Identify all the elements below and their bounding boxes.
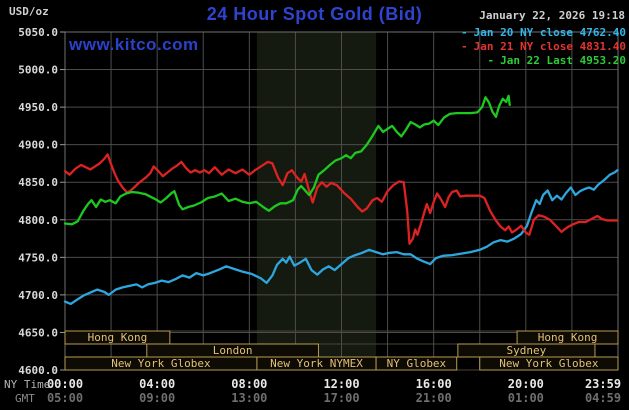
y-axis-tick-label: 5000.0 bbox=[18, 64, 58, 77]
x-axis-gmt-tick-label: 09:00 bbox=[139, 391, 175, 405]
price-line-jan-22 bbox=[63, 94, 511, 226]
legend-item-jan20: - Jan 20 NY close 4762.40 bbox=[461, 26, 626, 40]
y-axis-tick-label: 4950.0 bbox=[18, 101, 58, 114]
y-axis-tick-label: 4650.0 bbox=[18, 326, 58, 339]
session-bar-label: New York NYMEX bbox=[270, 357, 363, 370]
legend-label: Jan 20 NY close 4762.40 bbox=[473, 26, 626, 39]
y-axis-tick-label: 4800.0 bbox=[18, 214, 58, 227]
x-axis-gmt-tick-label: 13:00 bbox=[231, 391, 267, 405]
y-axis-tick-label: 4850.0 bbox=[18, 176, 58, 189]
price-line-jan-21 bbox=[63, 153, 619, 245]
x-axis-ny-time-tick-label: 16:00 bbox=[416, 377, 452, 391]
session-bar-label: New York Globex bbox=[111, 357, 211, 370]
legend-dash-icon: - bbox=[487, 54, 495, 67]
legend-item-jan22: - Jan 22 Last 4953.20 bbox=[488, 54, 626, 68]
legend-label: Jan 22 Last 4953.20 bbox=[500, 54, 626, 67]
y-axis-units-label: USD/oz bbox=[9, 5, 49, 18]
session-bar-label: NY Globex bbox=[387, 357, 447, 370]
nymex-session-shaded-band bbox=[256, 32, 377, 370]
session-bar-hong-kong bbox=[64, 330, 171, 345]
session-bar-new-york-globex bbox=[479, 356, 619, 371]
y-axis-tick-label: 4700.0 bbox=[18, 289, 58, 302]
y-axis-tick-label: 5050.0 bbox=[18, 26, 58, 39]
price-line-jan-20 bbox=[63, 169, 619, 306]
chart-title: 24 Hour Spot Gold (Bid) bbox=[206, 4, 423, 24]
x-axis-ny-time-label: NY Time bbox=[4, 378, 51, 391]
x-axis-gmt-tick-label: 21:00 bbox=[416, 391, 452, 405]
y-axis-tick-label: 4600.0 bbox=[18, 364, 58, 377]
x-axis-gmt-tick-label: 01:00 bbox=[508, 391, 544, 405]
x-axis-ny-time-tick-label: 04:00 bbox=[139, 377, 175, 391]
x-axis-ny-time-tick-label: 00:00 bbox=[47, 377, 83, 391]
legend-label: Jan 21 NY close 4831.40 bbox=[473, 40, 626, 53]
y-axis-tick-label: 4900.0 bbox=[18, 139, 58, 152]
legend-dash-icon: - bbox=[461, 26, 468, 39]
x-axis-ny-time-tick-label: 23:59 bbox=[585, 377, 621, 391]
x-axis-gmt-tick-label: 17:00 bbox=[323, 391, 359, 405]
session-bar-label: Sydney bbox=[507, 344, 547, 357]
x-axis-gmt-tick-label: 04:59 bbox=[585, 391, 621, 405]
session-bar-ny-globex bbox=[375, 356, 458, 371]
legend-item-jan21: - Jan 21 NY close 4831.40 bbox=[461, 40, 626, 54]
x-axis-ny-time-tick-label: 12:00 bbox=[323, 377, 359, 391]
session-bar-label: Hong Kong bbox=[538, 331, 598, 344]
y-axis-tick-label: 4750.0 bbox=[18, 251, 58, 264]
legend: - Jan 20 NY close 4762.40 - Jan 21 NY clos… bbox=[461, 26, 626, 68]
x-axis-ny-time-tick-label: 08:00 bbox=[231, 377, 267, 391]
x-axis-ny-time-tick-label: 20:00 bbox=[508, 377, 544, 391]
session-bar-label: Hong Kong bbox=[88, 331, 148, 344]
chart-datetime: January 22, 2026 19:18 bbox=[479, 9, 625, 22]
session-bar-label: New York Globex bbox=[499, 357, 599, 370]
x-axis-gmt-label: GMT bbox=[15, 392, 35, 405]
session-bar-label: London bbox=[213, 344, 253, 357]
kitco-watermark-link[interactable]: www.kitco.com bbox=[69, 35, 199, 54]
x-axis-gmt-tick-label: 05:00 bbox=[47, 391, 83, 405]
legend-dash-icon: - bbox=[461, 40, 468, 53]
